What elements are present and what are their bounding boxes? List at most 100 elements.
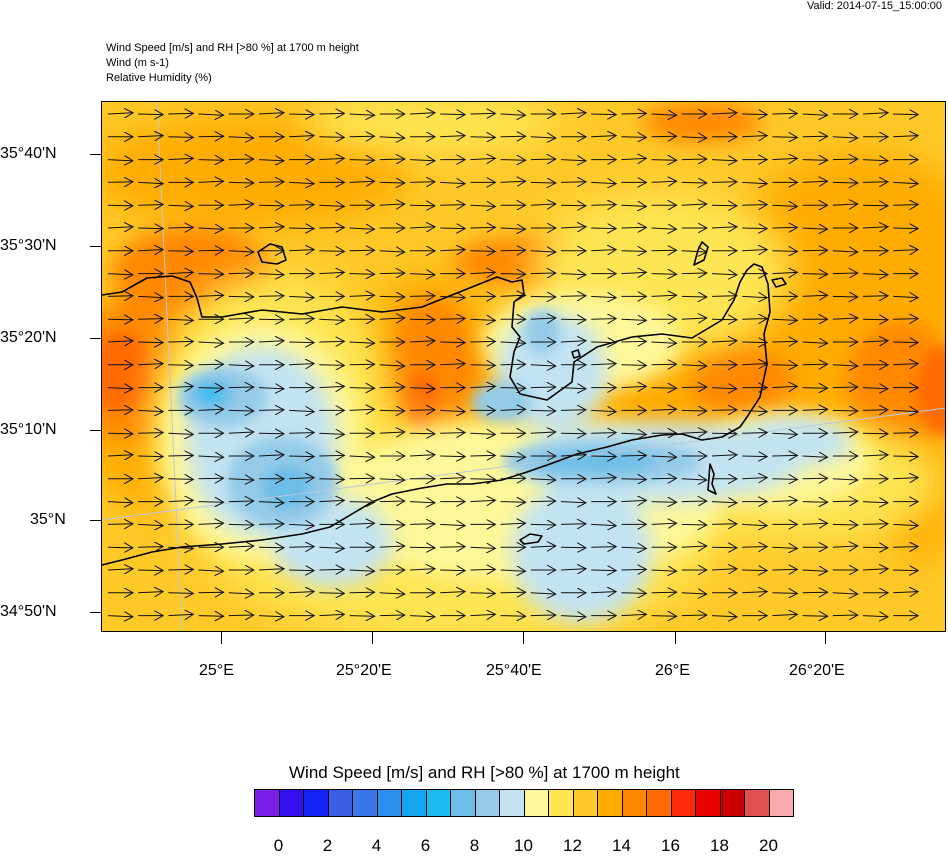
wind-arrow — [560, 569, 585, 570]
wind-arrow — [681, 365, 706, 366]
wind-arrow — [711, 341, 736, 342]
wind-arrow — [591, 524, 615, 525]
colorbar-swatch — [425, 789, 451, 817]
wind-arrow — [591, 319, 615, 320]
wind-arrow — [258, 227, 283, 228]
wind-arrow — [681, 251, 706, 252]
lat-label-35-10: 35°10'N — [0, 421, 57, 438]
wind-arrow — [802, 228, 827, 229]
wind-arrow — [802, 160, 827, 161]
wind-arrow — [560, 296, 585, 297]
wind-arrow — [862, 274, 887, 275]
wind-arrow — [440, 410, 464, 411]
wind-arrow — [107, 616, 132, 617]
wind-arrow — [107, 547, 132, 548]
wind-arrow — [560, 410, 585, 411]
wind-arrow — [319, 479, 343, 480]
wind-arrow — [621, 479, 645, 480]
wind-arrow — [530, 318, 555, 319]
wind-arrow — [319, 365, 343, 366]
wind-arrow — [349, 478, 374, 479]
wind-arrow — [893, 547, 917, 548]
wind-arrow — [560, 182, 585, 183]
wind-arrow — [289, 114, 313, 115]
lon-tick — [675, 632, 676, 644]
wind-arrow — [138, 410, 162, 411]
wind-arrow — [651, 136, 676, 137]
wind-arrow — [289, 228, 313, 229]
wind-arrow — [832, 159, 857, 160]
wind-arrow — [289, 364, 313, 365]
wind-arrow — [379, 296, 404, 297]
wind-arrow — [591, 296, 615, 297]
wind-arrow — [832, 593, 857, 594]
wind-arrow — [681, 501, 706, 502]
wind-arrow — [621, 593, 645, 594]
wind-arrow — [319, 500, 343, 501]
wind-arrow — [289, 433, 313, 434]
wind-arrow — [440, 364, 464, 365]
wind-arrow — [500, 592, 525, 593]
wind-arrow — [228, 479, 253, 480]
wind-arrow — [621, 569, 645, 570]
wind-arrow — [349, 160, 374, 161]
map-canvas — [102, 102, 946, 632]
wind-arrow — [258, 433, 283, 434]
wind-arrow — [228, 251, 253, 252]
lon-tick — [825, 632, 826, 644]
wind-arrow — [772, 614, 796, 615]
colorbar-label: 14 — [612, 836, 631, 855]
wind-arrow — [289, 296, 313, 297]
wind-arrow — [621, 365, 645, 366]
wind-arrow — [228, 182, 253, 183]
wind-arrow — [681, 615, 706, 616]
colorbar-label: 2 — [322, 836, 333, 855]
wind-arrow — [379, 546, 404, 547]
colorbar — [254, 789, 794, 817]
wind-arrow — [258, 616, 283, 617]
wind-arrow — [742, 547, 766, 548]
wind-arrow — [772, 569, 796, 570]
wind-arrow — [651, 570, 676, 571]
wind-arrow — [560, 205, 585, 206]
wind-arrow — [862, 205, 887, 206]
wind-arrow — [319, 113, 343, 114]
wind-arrow — [470, 455, 494, 456]
wind-arrow — [349, 570, 374, 571]
wind-arrow — [681, 479, 706, 480]
wind-arrow — [258, 182, 283, 183]
wind-arrow — [742, 250, 766, 251]
wind-arrow — [168, 433, 192, 434]
wind-arrow — [228, 593, 253, 594]
wind-arrow — [530, 204, 555, 205]
wind-arrow — [168, 547, 192, 548]
colorbar-swatch — [572, 789, 598, 817]
lat-tick — [90, 612, 102, 613]
colorbar-label: 4 — [371, 836, 382, 855]
wind-arrow — [198, 114, 223, 115]
wind-arrow — [832, 501, 857, 502]
wind-arrow — [198, 160, 223, 161]
map-panel — [102, 102, 946, 632]
wind-arrow — [621, 455, 645, 456]
wind-arrow — [168, 455, 192, 456]
wind-arrow — [711, 274, 736, 275]
wind-arrow — [832, 204, 857, 205]
wind-arrow — [560, 433, 585, 434]
wind-arrow — [621, 205, 645, 206]
wind-arrow — [349, 274, 374, 275]
wind-arrow — [409, 388, 434, 389]
wind-arrow — [138, 250, 162, 251]
wind-arrow — [772, 479, 796, 480]
wind-arrow — [289, 136, 313, 137]
wind-arrow — [470, 593, 494, 594]
lat-label-35: 35°N — [30, 511, 66, 528]
valid-time: Valid: 2014-07-15_15:00:00 — [807, 0, 942, 12]
wind-arrow — [470, 158, 494, 159]
wind-arrow — [379, 593, 404, 594]
colorbar-swatch — [474, 789, 500, 817]
wind-arrow — [711, 388, 736, 389]
wind-arrow — [772, 365, 796, 366]
wind-arrow — [893, 228, 917, 229]
wind-arrow — [319, 158, 343, 159]
